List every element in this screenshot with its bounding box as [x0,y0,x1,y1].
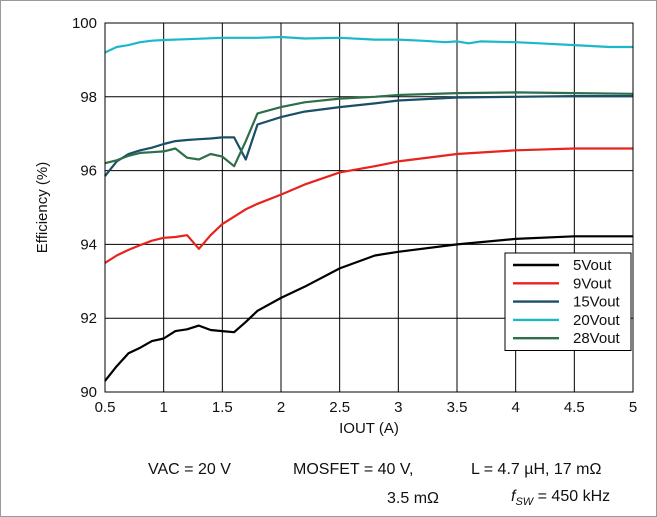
legend-label: 9Vout [573,275,612,292]
legend-label: 15Vout [573,294,621,311]
x-tick-label: 5 [629,399,637,416]
y-tick-label: 92 [80,310,97,327]
note-mosfet-rating: MOSFET = 40 V, [293,461,414,478]
fsw-value: = 450 kHz [533,488,611,505]
fsw-symbol: f [511,488,516,505]
x-tick-label: 0.5 [95,399,116,416]
series-line-15vout [104,95,633,177]
y-tick-label: 96 [80,163,97,180]
series-line-28vout [104,91,634,168]
legend-label: 20Vout [573,312,621,329]
x-tick-label: 4 [511,399,519,416]
legend-label: 28Vout [573,330,621,347]
series-line-9vout [104,147,633,264]
x-tick-label: 4.5 [564,399,585,416]
plot-frame [104,22,634,393]
x-tick-label: 3.5 [447,399,468,416]
fsw-subscript: SW [515,496,534,509]
note-vac: VAC = 20 V [148,461,231,478]
y-tick-label: 90 [80,384,97,401]
x-tick-label: 1 [159,399,167,416]
note-mosfet-resistance: 3.5 mΩ [387,490,439,507]
series-layer [104,35,634,382]
note-inductor: L = 4.7 µH, 17 mΩ [471,461,602,478]
series-line-20vout [104,35,633,54]
x-tick-label: 1.5 [212,399,233,416]
note-switching-frequency: fSW = 450 kHz [511,488,610,508]
tick-labels: 0.5 1 1.5 2 2.5 3 3.5 4 4.5 5 90 92 94 96 98 100 [72,15,637,416]
y-tick-label: 98 [80,89,97,106]
x-tick-label: 2 [277,399,285,416]
x-axis-title: IOUT (A) [339,420,399,437]
x-tick-label: 3 [394,399,402,416]
y-tick-label: 94 [80,236,97,253]
y-tick-label: 100 [72,15,97,32]
series-line-5vout [104,235,633,382]
y-axis-title: Efficiency (%) [34,162,51,253]
x-tick-label: 2.5 [329,399,350,416]
legend-label: 5Vout [573,257,612,274]
